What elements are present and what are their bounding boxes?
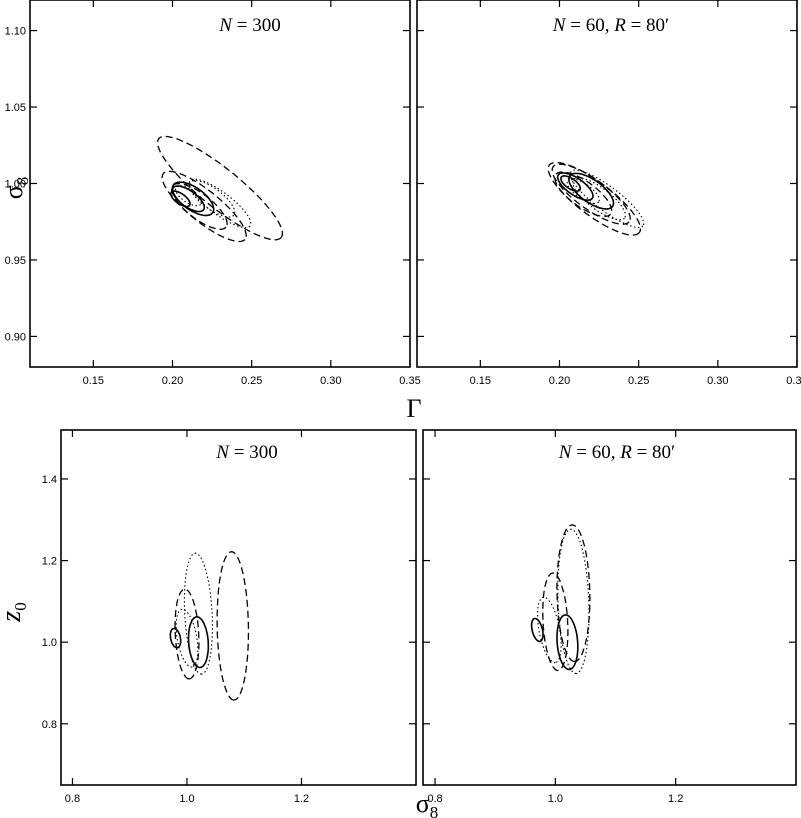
xtick-label-0-2: 0.25	[241, 375, 262, 387]
contour-dotted-3-1	[557, 528, 590, 675]
contour-layer	[156, 135, 645, 701]
contour-dotted-2-0	[175, 608, 199, 668]
xtick-label-1-0: 0.15	[470, 375, 491, 387]
ytick-label-0-1: 0.95	[5, 255, 26, 267]
xtick-label-1-1: 0.20	[549, 375, 570, 387]
ytick-label-0-4: 1.10	[5, 26, 26, 38]
contour-group-3	[530, 524, 591, 675]
contour-dotted-0-2	[188, 178, 252, 229]
xtick-label-0-0: 0.15	[83, 375, 104, 387]
y-axis-label-bottom: z0	[0, 602, 30, 622]
ytick-label-2-0: 0.8	[42, 719, 57, 731]
contour-group-2	[169, 551, 250, 701]
contour-solid-1-1	[556, 172, 594, 201]
y-axis-label-top: σ8	[0, 177, 32, 200]
ytick-label-2-2: 1.2	[42, 556, 57, 568]
tick-layer: 0.15 0.20 0.25 0.30 0.35 0.90 0.95 1.00 1.05 1.10…	[5, 0, 801, 805]
panel-title-bottom-left: N = 300	[215, 442, 277, 463]
contour-dashed-1-1	[551, 163, 631, 225]
x-axis-label-top: Γ	[406, 394, 421, 423]
xtick-label-1-3: 0.30	[707, 375, 728, 387]
contour-dashed-1-0	[554, 171, 613, 218]
contour-dotted-1-0	[566, 178, 600, 205]
xtick-label-2-0: 0.8	[65, 793, 80, 805]
contour-dashed-2-1	[216, 551, 250, 701]
ytick-label-2-1: 1.0	[42, 637, 57, 649]
ytick-label-0-3: 1.05	[5, 102, 26, 114]
ytick-label-0-0: 0.90	[5, 331, 26, 343]
panel-top-left-frame	[29, 0, 411, 368]
contour-solid-3-1	[556, 614, 579, 671]
xtick-label-1-4: 0.35	[786, 375, 801, 387]
contour-solid-2-1	[187, 616, 210, 669]
contour-dashed-0-2	[156, 135, 284, 241]
xtick-label-2-2: 1.2	[294, 793, 309, 805]
xtick-label-3-2: 1.2	[668, 793, 683, 805]
panel-bottom-right-frame	[422, 429, 797, 786]
panel-title-bottom-right: N = 60, R = 80′	[558, 442, 675, 463]
ytick-label-0-2: 1.00	[5, 179, 26, 191]
xtick-label-3-1: 1.0	[548, 793, 563, 805]
xtick-label-0-3: 0.30	[320, 375, 341, 387]
contour-dashed-3-0	[542, 572, 569, 672]
panel-title-top-right: N = 60, R = 80′	[552, 15, 669, 36]
contour-dotted-0-0	[174, 185, 202, 207]
panel-title-top-left: N = 300	[218, 15, 280, 36]
xtick-label-0-1: 0.20	[162, 375, 183, 387]
xtick-label-3-0: 0.8	[427, 793, 442, 805]
contour-solid-0-0	[170, 190, 191, 208]
xtick-label-1-2: 0.25	[628, 375, 649, 387]
xtick-label-0-4: 0.35	[399, 375, 420, 387]
contour-solid-2-0	[169, 627, 182, 649]
panel-bottom-left-frame	[60, 429, 417, 786]
contour-dashed-2-0	[174, 588, 200, 680]
contour-dotted-0-1	[188, 180, 236, 218]
xtick-label-2-1: 1.0	[179, 793, 194, 805]
ytick-label-2-3: 1.4	[42, 474, 57, 486]
contour-group-1	[547, 161, 645, 236]
contour-solid-3-0	[530, 617, 544, 643]
contour-dashed-1-2	[547, 161, 642, 236]
contour-group-0	[156, 135, 284, 243]
contour-dotted-3-0	[537, 596, 562, 664]
contour-solid-1-0	[560, 175, 582, 192]
contour-dotted-1-2	[569, 169, 645, 229]
x-axis-label-bottom: σ8	[416, 789, 439, 818]
contour-dashed-0-1	[161, 170, 247, 243]
contour-dotted-2-1	[183, 552, 213, 675]
